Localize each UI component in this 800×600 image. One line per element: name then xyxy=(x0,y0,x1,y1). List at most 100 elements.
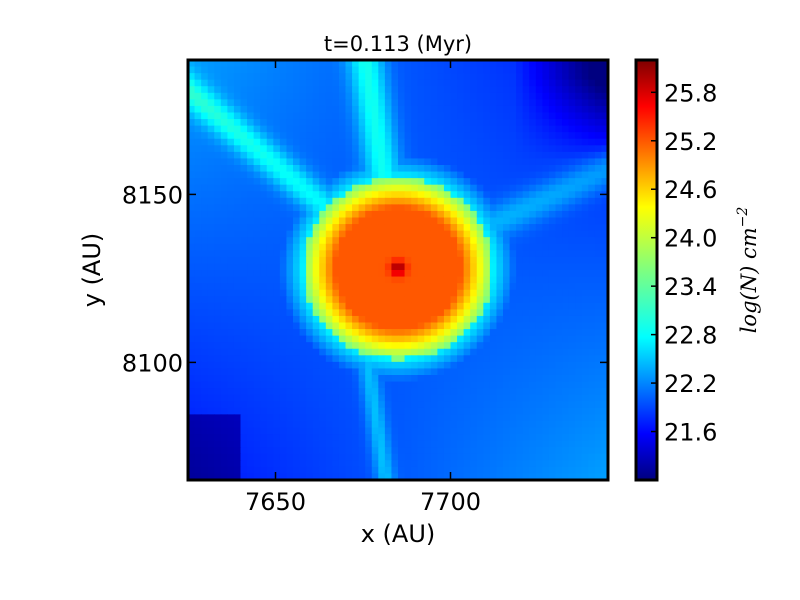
heatmap-cell xyxy=(352,407,360,415)
heatmap-cell xyxy=(194,224,202,232)
heatmap-cell xyxy=(509,414,517,422)
heatmap-cell xyxy=(220,368,228,376)
heatmap-cell xyxy=(201,466,209,475)
heatmap-cell xyxy=(391,158,399,166)
heatmap-cell xyxy=(535,73,543,81)
heatmap-cell xyxy=(378,335,386,343)
heatmap-cell xyxy=(345,184,353,192)
heatmap-cell xyxy=(509,263,517,271)
heatmap-cell xyxy=(299,296,307,304)
heatmap-cell xyxy=(338,440,347,448)
heatmap-cell xyxy=(568,407,576,415)
heatmap-cell xyxy=(555,289,563,297)
heatmap-cell xyxy=(594,184,603,192)
heatmap-cell xyxy=(338,165,347,173)
heatmap-cell xyxy=(194,256,202,265)
heatmap-cell xyxy=(358,112,366,120)
heatmap-cell xyxy=(352,368,360,376)
heatmap-cell xyxy=(476,289,484,297)
heatmap-cell xyxy=(201,132,209,140)
heatmap-cell xyxy=(227,171,235,179)
heatmap-cell xyxy=(535,335,543,343)
heatmap-cell xyxy=(194,296,202,304)
heatmap-cell xyxy=(555,151,563,160)
heatmap-cell xyxy=(319,289,327,297)
heatmap-cell xyxy=(220,105,228,114)
heatmap-cell xyxy=(476,466,484,475)
heatmap-cell xyxy=(214,66,222,74)
heatmap-cell xyxy=(273,335,281,343)
heatmap-cell xyxy=(378,73,386,81)
heatmap-cell xyxy=(378,283,386,291)
heatmap-cell xyxy=(306,184,314,192)
heatmap-cell xyxy=(227,315,235,324)
heatmap-cell xyxy=(424,197,432,205)
heatmap-cell xyxy=(470,60,478,68)
heatmap-cell xyxy=(601,145,608,153)
heatmap-cell xyxy=(253,191,261,199)
heatmap-cell xyxy=(352,401,360,409)
heatmap-cell xyxy=(352,270,360,278)
heatmap-cell xyxy=(188,440,196,448)
heatmap-cell xyxy=(575,263,583,271)
heatmap-cell xyxy=(371,361,379,370)
heatmap-cell xyxy=(503,296,511,304)
heatmap-cell xyxy=(522,368,530,376)
heatmap-cell xyxy=(207,420,215,429)
heatmap-cell xyxy=(548,86,557,94)
heatmap-cell xyxy=(594,112,603,120)
heatmap-cell xyxy=(542,132,550,140)
heatmap-cell xyxy=(201,381,209,389)
heatmap-cell xyxy=(384,171,393,179)
heatmap-cell xyxy=(338,460,347,468)
heatmap-cell xyxy=(352,263,360,271)
heatmap-cell xyxy=(227,466,235,475)
heatmap-cell xyxy=(398,105,406,114)
heatmap-cell xyxy=(529,361,537,370)
heatmap-cell xyxy=(378,230,386,238)
heatmap-cell xyxy=(476,112,484,120)
heatmap-cell xyxy=(548,322,557,330)
heatmap-cell xyxy=(299,276,307,284)
heatmap-cell xyxy=(542,361,550,370)
heatmap-cell xyxy=(338,217,347,225)
heatmap-cell xyxy=(279,348,288,356)
heatmap-cell xyxy=(516,453,524,461)
heatmap-cell xyxy=(233,145,242,153)
heatmap-cell xyxy=(227,86,235,94)
heatmap-cell xyxy=(450,105,458,114)
heatmap-cell xyxy=(476,250,484,258)
heatmap-cell xyxy=(293,99,301,107)
heatmap-cell xyxy=(299,60,307,68)
heatmap-cell xyxy=(529,125,537,133)
heatmap-cell xyxy=(352,99,360,107)
heatmap-cell xyxy=(496,460,504,468)
heatmap-cell xyxy=(516,86,524,94)
heatmap-cell xyxy=(260,165,268,173)
heatmap-cell xyxy=(286,348,294,356)
heatmap-cell xyxy=(457,237,465,245)
heatmap-cell xyxy=(345,73,353,81)
heatmap-cell xyxy=(457,92,465,100)
heatmap-cell xyxy=(338,473,347,480)
heatmap-cell xyxy=(489,112,498,120)
heatmap-cell xyxy=(273,171,281,179)
heatmap-cell xyxy=(227,434,235,442)
heatmap-cell xyxy=(188,92,196,100)
heatmap-cell xyxy=(503,86,511,94)
heatmap-cell xyxy=(378,270,386,278)
heatmap-cell xyxy=(384,73,393,81)
heatmap-cell xyxy=(568,302,576,310)
heatmap-cell xyxy=(555,270,563,278)
heatmap-cell xyxy=(516,105,524,114)
heatmap-cell xyxy=(463,270,471,278)
heatmap-cell xyxy=(457,434,465,442)
heatmap-cell xyxy=(286,388,294,396)
heatmap-cell xyxy=(430,342,438,350)
heatmap-cell xyxy=(352,296,360,304)
heatmap-cell xyxy=(247,230,255,238)
heatmap-cell xyxy=(332,368,340,376)
heatmap-cell xyxy=(306,355,314,363)
heatmap-cell xyxy=(443,191,452,199)
heatmap-cell xyxy=(240,151,248,160)
